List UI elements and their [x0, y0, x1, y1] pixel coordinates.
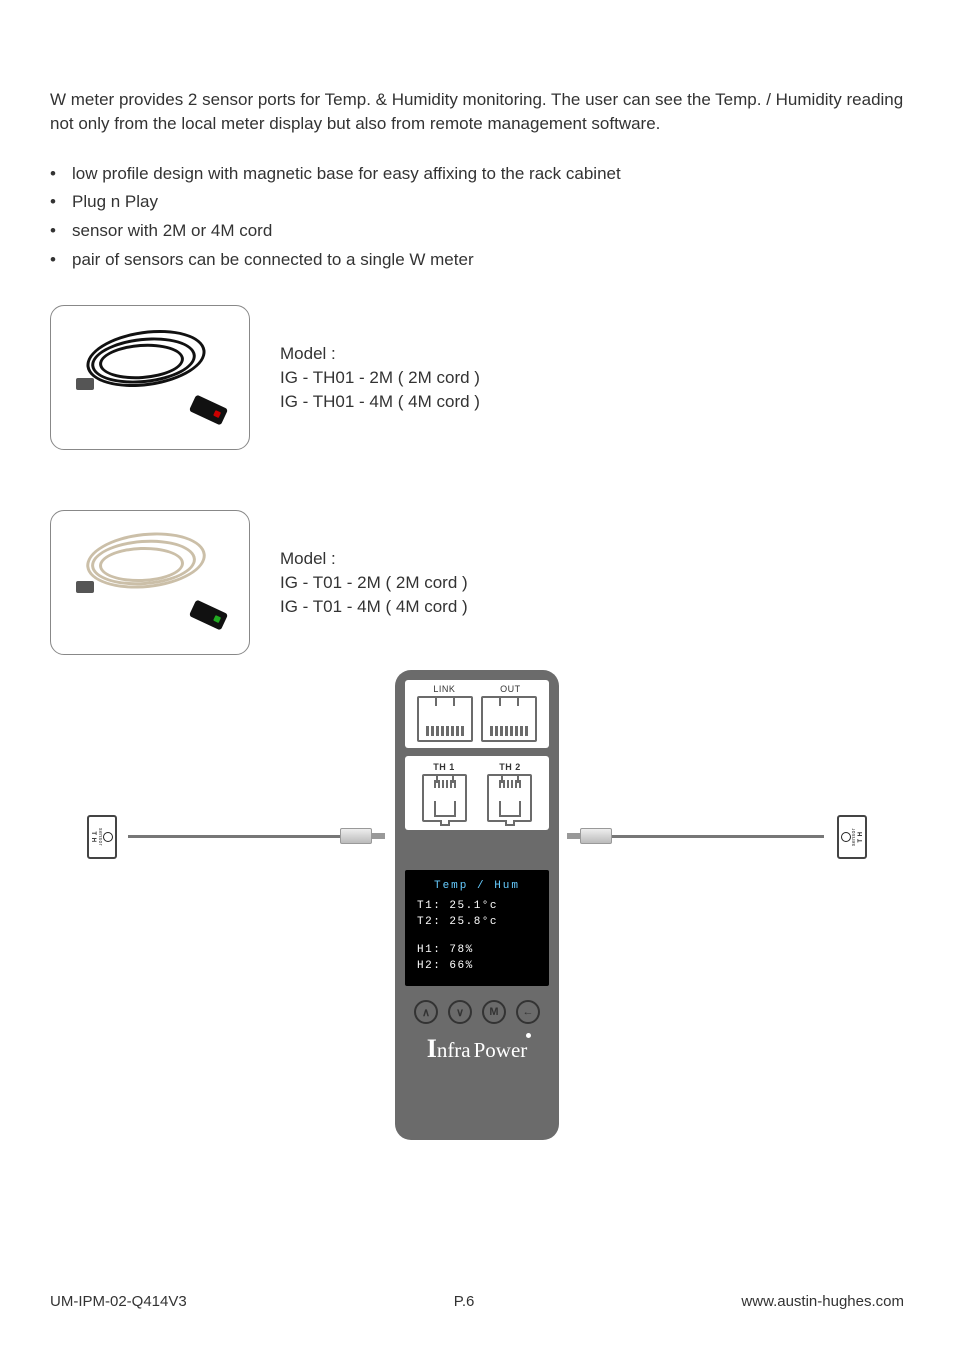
- back-button[interactable]: ←: [516, 1000, 540, 1024]
- feature-item: low profile design with magnetic base fo…: [72, 160, 904, 189]
- sensor1-row: Model : IG - TH01 - 2M ( 2M cord ) IG - …: [50, 305, 904, 450]
- th1-port: [422, 774, 467, 822]
- sensor2-model-label: Model :: [280, 547, 468, 571]
- sensor1-model-line2: IG - TH01 - 4M ( 4M cord ): [280, 390, 480, 414]
- device-buttons: ∧ ∨ M ←: [405, 1000, 549, 1024]
- screen-h1: H1: 78%: [417, 944, 541, 956]
- out-label: OUT: [500, 684, 521, 694]
- sensor-label-th: T H: [858, 831, 864, 842]
- footer-page-number: P.6: [454, 1293, 475, 1310]
- diagram-sensor-left: sensor T H: [87, 815, 117, 859]
- footer-doc-id: UM-IPM-02-Q414V3: [50, 1293, 187, 1310]
- m-button[interactable]: M: [482, 1000, 506, 1024]
- sensor2-image: [50, 510, 250, 655]
- diagram-plug-right: [580, 828, 612, 844]
- sensor-label-th: T H: [91, 831, 97, 842]
- sensor-label-small: sensor: [852, 828, 857, 846]
- th1-label: TH 1: [433, 762, 455, 772]
- page-footer: UM-IPM-02-Q414V3 P.6 www.austin-hughes.c…: [50, 1293, 904, 1310]
- diagram-cable-right: [612, 835, 824, 838]
- sensor2-model-line2: IG - T01 - 4M ( 4M cord ): [280, 595, 468, 619]
- out-port: [481, 696, 537, 742]
- up-button[interactable]: ∧: [414, 1000, 438, 1024]
- link-out-panel: LINK OUT: [405, 680, 549, 748]
- link-port: [417, 696, 473, 742]
- screen-title: Temp / Hum: [413, 880, 541, 892]
- sensor1-image: [50, 305, 250, 450]
- screen-t2: T2: 25.8°c: [417, 916, 541, 928]
- footer-url: www.austin-hughes.com: [741, 1293, 904, 1310]
- feature-list: low profile design with magnetic base fo…: [50, 160, 904, 276]
- device-screen: Temp / Hum T1: 25.1°c T2: 25.8°c H1: 78%…: [405, 870, 549, 986]
- sensor2-text: Model : IG - T01 - 2M ( 2M cord ) IG - T…: [280, 547, 468, 618]
- link-label: LINK: [433, 684, 455, 694]
- sensor1-model-line1: IG - TH01 - 2M ( 2M cord ): [280, 366, 480, 390]
- feature-item: Plug n Play: [72, 188, 904, 217]
- diagram-plug-left: [340, 828, 372, 844]
- diagram-sensor-right: sensor T H: [837, 815, 867, 859]
- w-meter-device: LINK OUT TH 1 TH 2: [395, 670, 559, 1140]
- sensor1-text: Model : IG - TH01 - 2M ( 2M cord ) IG - …: [280, 342, 480, 413]
- sensor-label-small: sensor: [98, 828, 103, 846]
- th2-port: [487, 774, 532, 822]
- screen-t1: T1: 25.1°c: [417, 900, 541, 912]
- sensor1-model-label: Model :: [280, 342, 480, 366]
- connection-diagram: sensor T H sensor T H LINK OUT: [0, 670, 954, 1170]
- sensor2-row: Model : IG - T01 - 2M ( 2M cord ) IG - T…: [50, 510, 904, 655]
- th2-label: TH 2: [499, 762, 521, 772]
- sensor2-model-line1: IG - T01 - 2M ( 2M cord ): [280, 571, 468, 595]
- device-brand: InfraPower: [405, 1034, 549, 1064]
- intro-paragraph: W meter provides 2 sensor ports for Temp…: [50, 88, 904, 136]
- screen-h2: H2: 66%: [417, 960, 541, 972]
- feature-item: sensor with 2M or 4M cord: [72, 217, 904, 246]
- feature-item: pair of sensors can be connected to a si…: [72, 246, 904, 275]
- down-button[interactable]: ∨: [448, 1000, 472, 1024]
- diagram-cable-left: [128, 835, 340, 838]
- th-panel: TH 1 TH 2: [405, 756, 549, 830]
